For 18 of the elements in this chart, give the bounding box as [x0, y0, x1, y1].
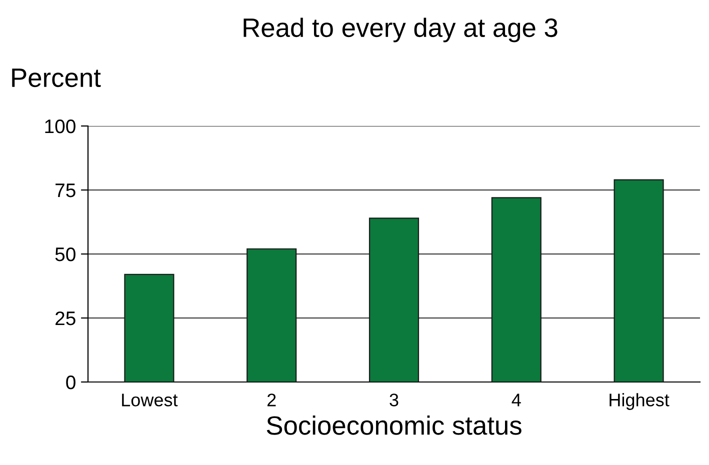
bar: [368, 218, 420, 382]
y-tick-label: 0: [66, 375, 76, 390]
x-tick-label: 3: [390, 394, 398, 406]
bar: [491, 197, 542, 382]
x-tick-label: 2: [267, 394, 276, 406]
y-axis-title: Percent: [12, 68, 101, 88]
bar: [246, 248, 297, 382]
x-tick-label: Lowest: [122, 394, 178, 406]
x-tick-label: Highest: [610, 393, 670, 410]
x-tick-label: 4: [512, 394, 521, 406]
y-tick-label: 100: [45, 119, 76, 134]
bar: [124, 274, 174, 382]
y-tick-label: 75: [56, 184, 76, 198]
chart-title: Read to every day at age 3: [244, 18, 558, 42]
y-tick-label: 25: [56, 311, 76, 326]
y-tick-label: 50: [55, 247, 76, 262]
bar: [614, 179, 664, 382]
x-axis-title: Socioeconomic status: [266, 416, 522, 435]
